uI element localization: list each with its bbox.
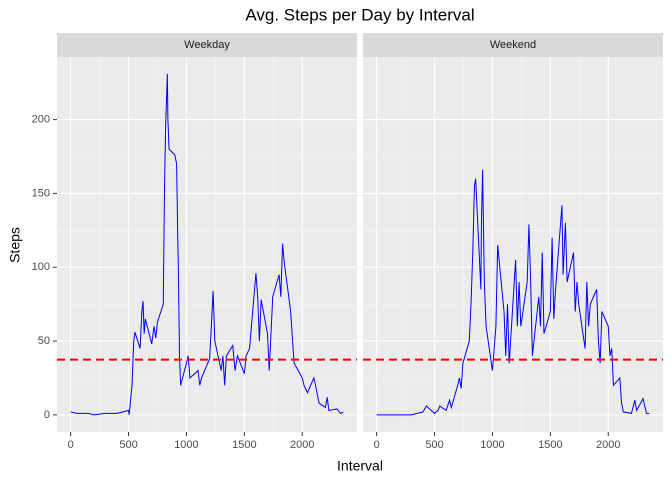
line (376, 169, 650, 416)
x-tick-label: 500 (425, 439, 443, 451)
panel-background (57, 57, 357, 432)
strip-label: Weekend (490, 39, 536, 51)
x-tick-label: 500 (119, 439, 137, 451)
x-tick-label: 0 (374, 439, 380, 451)
y-tick-label: 50 (38, 335, 50, 347)
x-tick-label: 1500 (538, 439, 562, 451)
x-tick-label: 2000 (596, 439, 620, 451)
y-tick-label: 150 (32, 187, 50, 199)
x-axis-label: Interval (337, 458, 383, 474)
panel-background (363, 57, 663, 432)
strip-background (363, 33, 663, 57)
y-axis-label: Steps (7, 227, 23, 263)
x-tick-label: 1500 (232, 439, 256, 451)
x-tick-label: 0 (68, 439, 74, 451)
y-tick-label: 0 (44, 409, 50, 421)
y-tick-label: 100 (32, 261, 50, 273)
x-tick-label: 2000 (290, 439, 314, 451)
chart-title: Avg. Steps per Day by Interval (245, 5, 474, 24)
y-tick-label: 200 (32, 114, 50, 126)
line (70, 73, 344, 416)
strip-background (57, 33, 357, 57)
x-tick-label: 1000 (174, 439, 198, 451)
strip-label: Weekday (184, 39, 230, 51)
x-tick-label: 1000 (480, 439, 504, 451)
